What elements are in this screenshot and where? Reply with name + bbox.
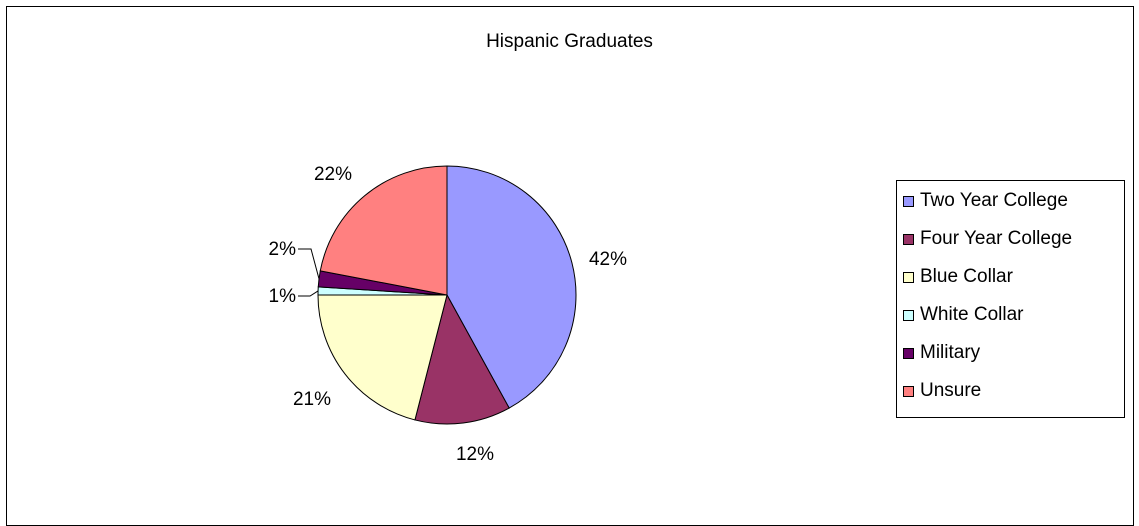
legend-swatch <box>903 309 914 321</box>
data-label: 21% <box>293 389 331 410</box>
legend-swatch <box>903 385 914 397</box>
data-label: 2% <box>269 239 297 260</box>
legend-swatch <box>903 195 914 207</box>
legend-item: Military <box>903 341 980 365</box>
legend-item: Two Year College <box>903 189 1068 213</box>
pie-slice <box>319 165 448 296</box>
chart-title: Hispanic Graduates <box>486 31 653 52</box>
pie-slice <box>414 293 510 425</box>
legend-item: Four Year College <box>903 227 1072 251</box>
legend-item: White Collar <box>903 303 1023 327</box>
legend-label: Military <box>920 342 981 363</box>
legend-label: Two Year College <box>920 190 1068 211</box>
label-leader-line <box>298 290 319 297</box>
data-label: 22% <box>314 164 352 185</box>
data-label: 42% <box>589 249 627 270</box>
legend: Two Year College Four Year College Blue … <box>896 180 1125 418</box>
legend-item: Unsure <box>903 379 981 403</box>
legend-item: Blue Collar <box>903 265 1013 289</box>
legend-swatch <box>903 347 914 359</box>
legend-swatch <box>903 233 914 245</box>
legend-label: Unsure <box>920 380 982 401</box>
pie-slice <box>317 294 448 421</box>
data-label: 12% <box>456 444 494 465</box>
pie-slice <box>446 165 577 409</box>
legend-swatch <box>903 271 914 283</box>
label-leader-line <box>298 248 320 279</box>
legend-label: White Collar <box>920 304 1024 325</box>
legend-label: Blue Collar <box>920 266 1013 287</box>
data-label: 1% <box>269 286 297 307</box>
legend-label: Four Year College <box>920 228 1073 249</box>
